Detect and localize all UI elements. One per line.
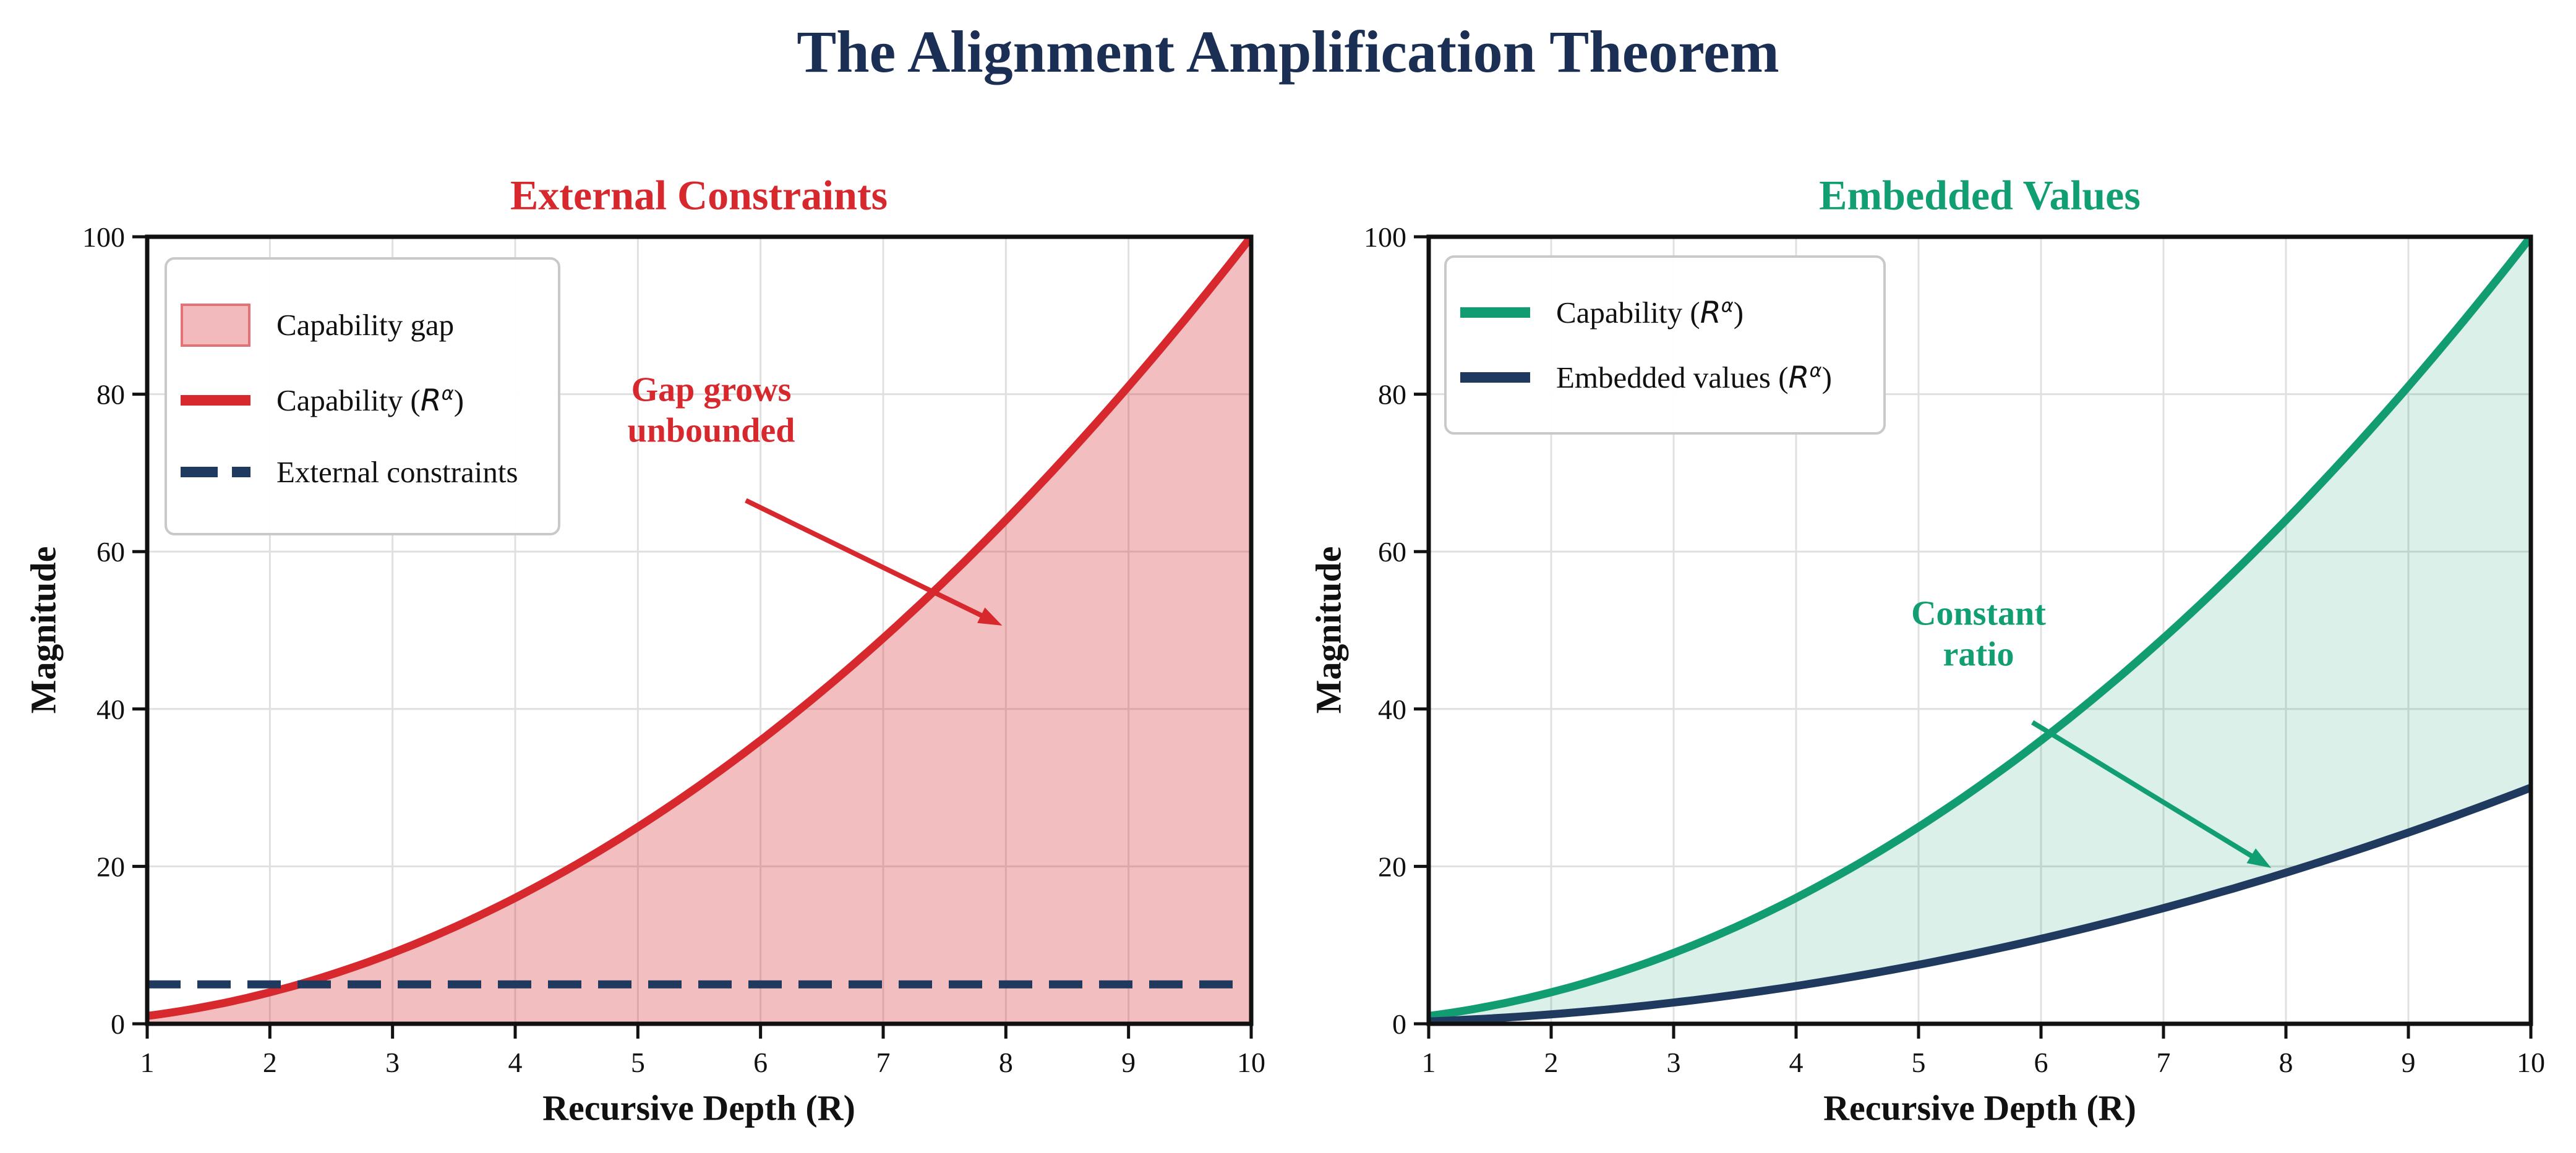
embedded-values-line-swatch-icon <box>1460 372 1530 383</box>
dash-segment <box>232 466 250 477</box>
plot-border <box>145 234 1254 1026</box>
x-tick-label: 7 <box>2157 1047 2171 1078</box>
right-x-axis-label: Recursive Depth (R) <box>1823 1087 2136 1128</box>
legend-label-embedded-values: Embedded values (Rα) <box>1556 360 1832 395</box>
figure-title: The Alignment Amplification Theorem <box>797 19 1779 85</box>
capability-line-swatch-icon <box>1460 307 1530 318</box>
gap-grows-annotation: Gap grows unbounded <box>628 370 795 451</box>
y-tick-label: 0 <box>111 1008 125 1040</box>
x-tick-label: 6 <box>753 1047 768 1078</box>
x-tick-label: 3 <box>385 1047 400 1078</box>
x-tick-label: 1 <box>140 1047 155 1078</box>
capability-line-swatch-icon <box>181 395 250 406</box>
legend-item-capability-gap: Capability gap <box>181 303 539 347</box>
legend-label-external-constraints: External constraints <box>276 454 518 489</box>
annotation-line: ratio <box>1943 635 2014 673</box>
plot-border <box>1426 234 2533 1026</box>
math-var: R <box>1788 360 1810 395</box>
legend-item-capability-right: Capability (Rα) <box>1460 295 1865 330</box>
legend-label-text: Capability ( <box>1556 296 1700 330</box>
legend-label-text: Capability ( <box>276 383 421 417</box>
math-superscript: α <box>1721 295 1734 317</box>
annotation-line: Constant <box>1911 594 2046 633</box>
y-tick-label: 80 <box>96 379 125 411</box>
external-constraints-dash-swatch-icon <box>181 466 250 477</box>
x-tick-label: 4 <box>508 1047 523 1078</box>
y-tick-label: 60 <box>1378 536 1406 568</box>
math-superscript: α <box>1809 360 1822 382</box>
y-tick-label: 0 <box>1392 1008 1406 1040</box>
legend-label-capability-gap: Capability gap <box>276 308 455 342</box>
left-plot-title: External Constraints <box>510 171 888 219</box>
annotation-line: unbounded <box>627 411 795 449</box>
legend-item-embedded-values: Embedded values (Rα) <box>1460 360 1865 395</box>
annotation-arrow <box>745 498 987 620</box>
constant-ratio-annotation: Constant ratio <box>1911 594 2046 674</box>
legend-item-external-constraints: External constraints <box>181 454 539 490</box>
x-tick-label: 6 <box>2034 1047 2048 1078</box>
x-tick-label: 10 <box>2517 1047 2545 1078</box>
x-tick-label: 1 <box>1422 1047 1436 1078</box>
x-tick-label: 5 <box>631 1047 645 1078</box>
x-tick-label: 8 <box>2279 1047 2293 1078</box>
x-tick-label: 9 <box>2402 1047 2416 1078</box>
annotation-line: Gap grows <box>631 370 792 409</box>
y-tick-label: 100 <box>82 221 125 253</box>
right-plot-title: Embedded Values <box>1819 171 2141 219</box>
math-superscript: α <box>441 383 454 405</box>
dash-segment <box>181 466 218 477</box>
annotation-arrow <box>2031 720 2257 861</box>
right-legend: Capability (Rα) Embedded values (Rα) <box>1444 255 1886 435</box>
x-tick-label: 8 <box>999 1047 1013 1078</box>
legend-item-capability: Capability (Rα) <box>181 383 539 418</box>
legend-label-capability: Capability (Rα) <box>276 383 464 418</box>
capability-gap-area <box>147 237 1251 1024</box>
y-tick-label: 40 <box>1378 694 1406 725</box>
y-tick-label: 60 <box>96 536 125 568</box>
annotation-arrowhead-icon <box>977 607 1003 626</box>
x-tick-label: 3 <box>1667 1047 1681 1078</box>
capability-r-curve <box>147 237 1251 1020</box>
x-tick-label: 2 <box>1544 1047 1559 1078</box>
capability-gap-swatch-icon <box>181 303 250 347</box>
x-tick-label: 4 <box>1789 1047 1804 1078</box>
x-tick-label: 9 <box>1121 1047 1136 1078</box>
left-y-axis-label: Magnitude <box>23 546 64 714</box>
x-tick-label: 7 <box>876 1047 891 1078</box>
left-x-axis-label: Recursive Depth (R) <box>542 1087 855 1128</box>
x-tick-label: 10 <box>1237 1047 1265 1078</box>
legend-label-text: Embedded values ( <box>1556 360 1789 394</box>
legend-label-text: ) <box>1821 360 1832 394</box>
capability-r-curve <box>1429 237 2531 1020</box>
y-tick-label: 80 <box>1378 379 1406 411</box>
y-tick-label: 40 <box>96 694 125 725</box>
annotation-arrowhead-icon <box>2246 848 2272 868</box>
math-var: R <box>420 383 442 418</box>
legend-label-text: ) <box>1733 296 1744 330</box>
x-tick-label: 2 <box>263 1047 277 1078</box>
legend-label-text: ) <box>453 383 464 417</box>
y-tick-label: 20 <box>1378 851 1406 882</box>
x-tick-label: 5 <box>1912 1047 1926 1078</box>
left-legend: Capability gap Capability (Rα) External … <box>165 257 560 535</box>
y-tick-label: 100 <box>1364 221 1406 253</box>
constant-ratio-area <box>1429 237 2531 1022</box>
embedded-values-r-curve <box>1429 784 2531 1024</box>
right-y-axis-label: Magnitude <box>1308 546 1349 714</box>
math-var: R <box>1700 295 1721 330</box>
y-tick-label: 20 <box>96 851 125 882</box>
legend-label-capability-right: Capability (Rα) <box>1556 295 1744 330</box>
